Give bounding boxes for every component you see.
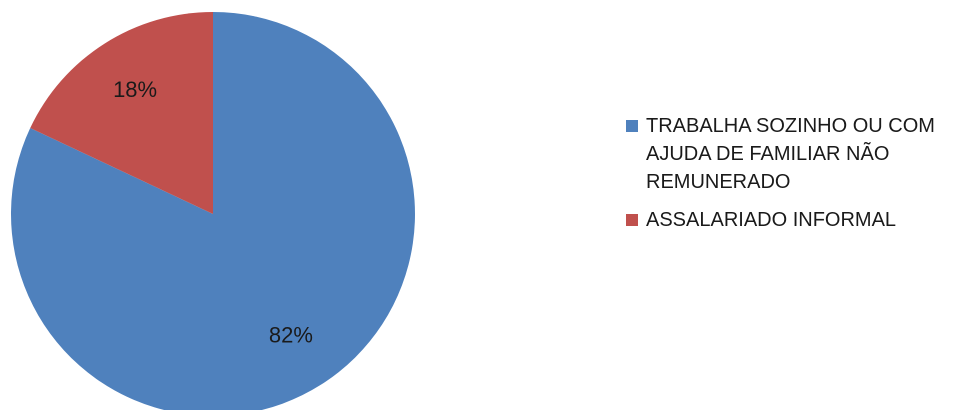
pie-slice-trabalha-sozinho (11, 12, 415, 410)
legend-swatch-trabalha-sozinho (626, 120, 638, 132)
legend-label-assalariado-informal: ASSALARIADO INFORMAL (646, 209, 897, 231)
pie-slice-assalariado-informal (30, 12, 213, 214)
legend-swatch-assalariado-informal (626, 214, 638, 226)
legend-item-assalariado-informal: ASSALARIADO INFORMAL (626, 206, 971, 234)
legend-label-trabalha-sozinho: TRABALHA SOZINHO OU COM AJUDA DE FAMILIA… (646, 115, 935, 193)
data-label-trabalha-sozinho: 82% (269, 323, 313, 348)
legend-item-trabalha-sozinho: TRABALHA SOZINHO OU COM AJUDA DE FAMILIA… (626, 112, 971, 196)
data-label-assalariado-informal: 18% (113, 77, 157, 102)
pie-chart: 82% 18% (11, 12, 415, 410)
legend: TRABALHA SOZINHO OU COM AJUDA DE FAMILIA… (626, 112, 971, 244)
